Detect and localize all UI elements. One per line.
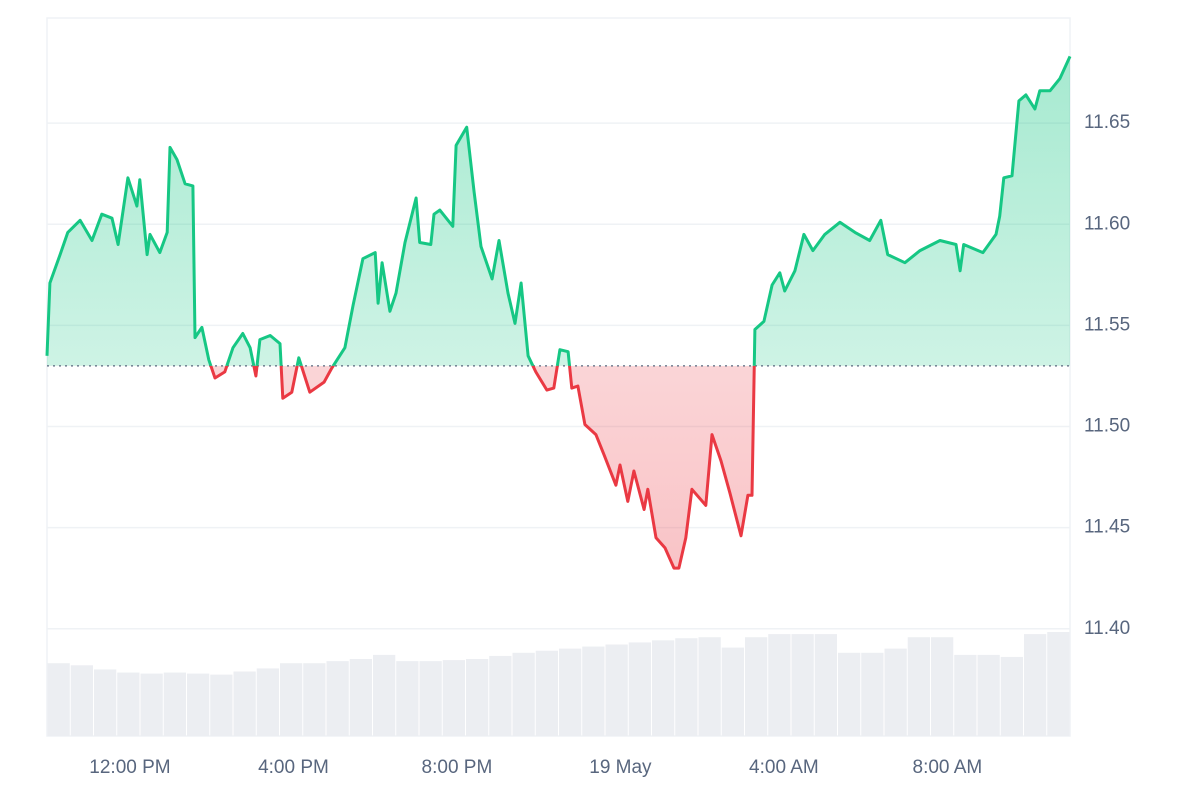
- volume-bar: [466, 659, 489, 736]
- price-line-up: [45, 55, 1072, 366]
- volume-bar: [419, 661, 442, 736]
- volume-bar: [187, 673, 210, 736]
- volume-bar: [768, 634, 791, 736]
- volume-bar: [47, 663, 70, 736]
- area-down: [210, 365, 755, 569]
- volume-bar: [931, 637, 954, 736]
- volume-bar: [559, 648, 582, 736]
- volume-bar: [791, 634, 814, 736]
- volume-bar: [861, 652, 884, 736]
- volume-bar: [907, 637, 930, 736]
- volume-bar: [233, 671, 256, 736]
- volume-bar: [954, 654, 977, 736]
- volume-bar: [698, 637, 721, 736]
- volume-bar: [489, 655, 512, 736]
- volume-bar: [884, 648, 907, 736]
- y-tick-label: 11.45: [1084, 517, 1130, 538]
- y-tick-label: 11.60: [1084, 213, 1130, 234]
- x-tick-label: 4:00 AM: [749, 757, 819, 778]
- y-tick-label: 11.50: [1084, 416, 1130, 437]
- volume-bar: [652, 640, 675, 736]
- volume-bar: [94, 669, 117, 736]
- volume-bar: [512, 652, 535, 736]
- volume-bar: [210, 674, 233, 736]
- volume-bar: [977, 654, 1000, 736]
- volume-bar: [582, 646, 605, 736]
- volume-bar: [280, 663, 303, 736]
- volume-bar: [303, 663, 326, 736]
- volume-bar: [326, 661, 349, 736]
- x-tick-label: 8:00 PM: [422, 757, 493, 778]
- volume-bar: [256, 668, 279, 736]
- volume-bar: [745, 637, 768, 736]
- volume-bar: [1047, 632, 1070, 736]
- y-tick-label: 11.65: [1084, 112, 1130, 133]
- volume-bar: [163, 672, 186, 736]
- plot-frame: [46, 17, 1071, 737]
- volume-bar: [628, 642, 651, 736]
- area-up: [47, 56, 1070, 366]
- volume-bar: [117, 672, 140, 736]
- volume-bar: [721, 647, 744, 736]
- volume-bar: [605, 644, 628, 736]
- volume-bar: [373, 654, 396, 736]
- volume-bar: [396, 661, 419, 736]
- volume-bar: [814, 634, 837, 736]
- volume-bar: [442, 660, 465, 736]
- volume-bar: [675, 638, 698, 736]
- volume-bar: [70, 665, 93, 736]
- volume-bar: [838, 652, 861, 736]
- x-tick-label: 12:00 PM: [89, 757, 170, 778]
- x-tick-label: 19 May: [589, 757, 652, 778]
- x-tick-label: 8:00 AM: [913, 757, 983, 778]
- x-tick-label: 4:00 PM: [258, 757, 329, 778]
- y-tick-label: 11.55: [1084, 314, 1130, 335]
- volume-bar: [140, 673, 163, 736]
- volume-bar: [349, 659, 372, 736]
- volume-bar: [535, 650, 558, 736]
- y-tick-label: 11.40: [1084, 618, 1130, 639]
- volume-bar: [1024, 634, 1047, 736]
- volume-bar: [1000, 656, 1023, 736]
